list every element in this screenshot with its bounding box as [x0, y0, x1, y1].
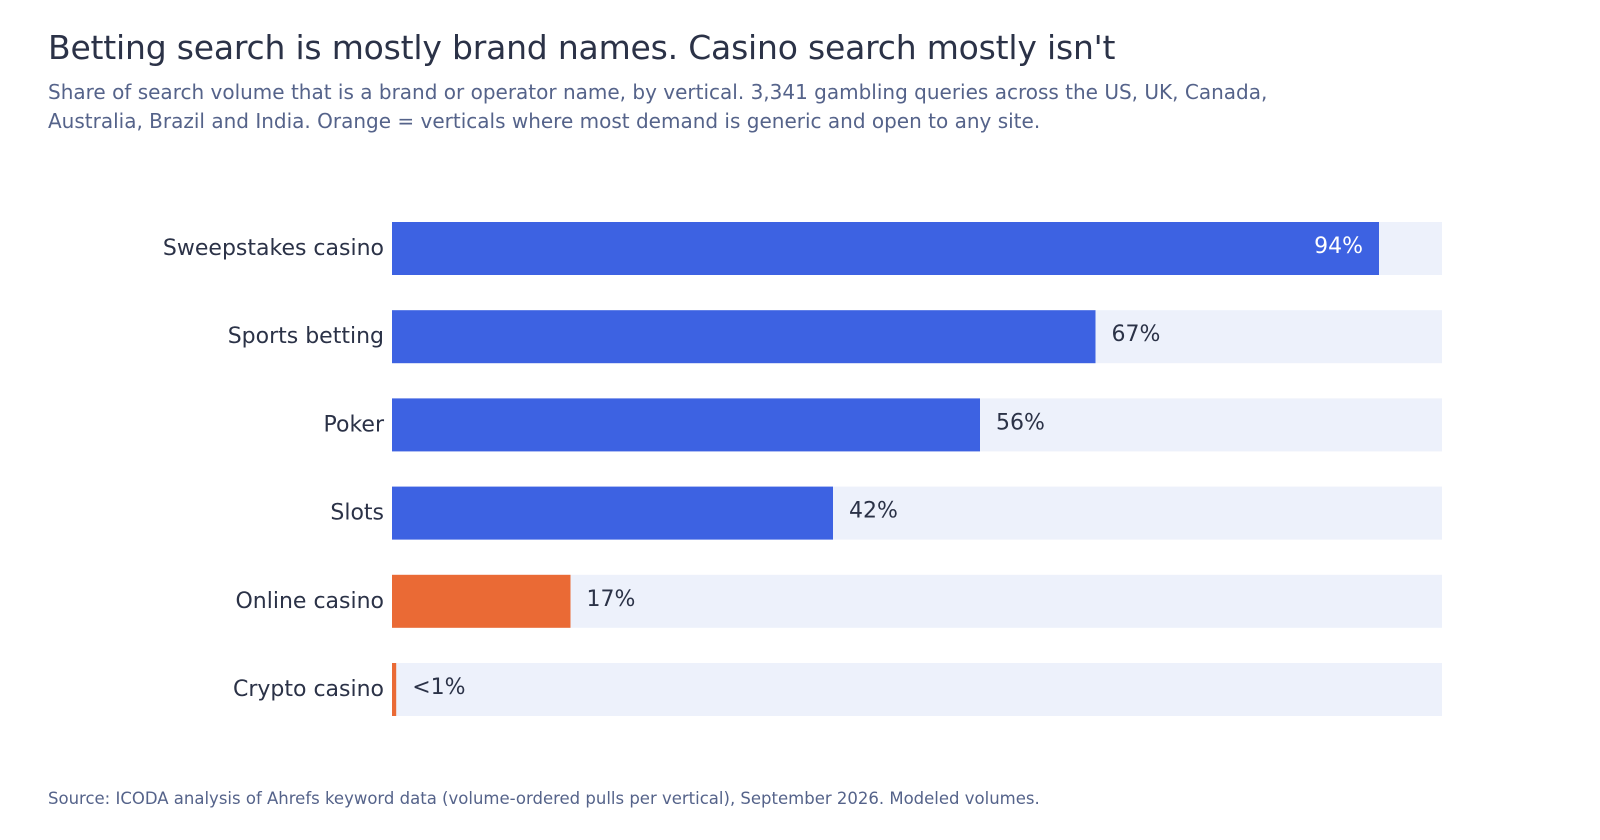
data-label: 94% [1314, 234, 1363, 259]
data-label: 67% [1112, 322, 1161, 347]
bar [392, 222, 1379, 275]
data-label: 42% [849, 499, 898, 524]
data-label: 56% [996, 410, 1045, 435]
bar-track [392, 663, 1442, 716]
category-label: Sweepstakes casino [163, 236, 384, 261]
category-label: Online casino [235, 589, 384, 614]
bar [392, 310, 1096, 364]
source-note: Source: ICODA analysis of Ahrefs keyword… [48, 789, 1040, 808]
bar [392, 398, 980, 452]
bar [392, 486, 833, 540]
data-label: 17% [587, 587, 636, 612]
bar [392, 574, 571, 628]
chart-subtitle: Share of search volume that is a brand o… [48, 80, 1268, 133]
category-label: Crypto casino [233, 677, 384, 702]
chart-title: Betting search is mostly brand names. Ca… [48, 28, 1116, 67]
bar [392, 663, 397, 716]
category-label: Slots [330, 501, 384, 526]
data-label: <1% [412, 675, 465, 700]
category-label: Poker [324, 412, 385, 437]
category-label: Sports betting [228, 324, 384, 349]
